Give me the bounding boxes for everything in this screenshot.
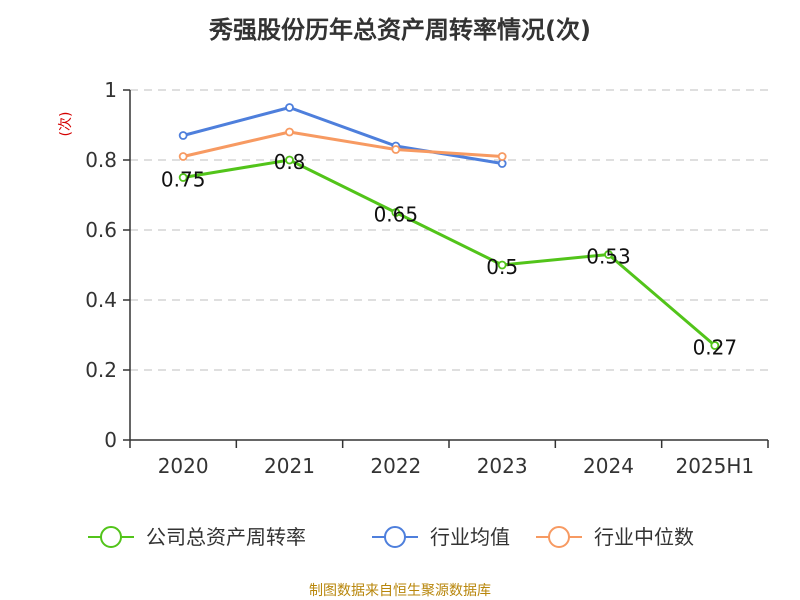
- series-lines: [178, 103, 720, 350]
- legend-item: 行业中位数: [536, 525, 694, 549]
- data-point: [497, 260, 507, 270]
- data-label: 0.27: [693, 336, 738, 360]
- y-axis-label: (次): [58, 112, 74, 137]
- y-tick-label: 1: [104, 78, 117, 102]
- y-tick-label: 0.6: [85, 218, 117, 242]
- series-line-0: [182, 158, 716, 347]
- y-tick-label: 0.4: [85, 288, 117, 312]
- data-point: [285, 155, 294, 165]
- x-tick-label: 2023: [477, 454, 528, 478]
- x-tick-label: 2020: [158, 454, 209, 478]
- data-label: 0.5: [486, 255, 518, 279]
- x-tick-label: 2021: [264, 454, 315, 478]
- data-point: [391, 145, 401, 154]
- data-label: 0.53: [586, 245, 631, 269]
- y-tick-label: 0: [104, 428, 117, 452]
- series-line-2: [182, 130, 503, 158]
- y-tick-label: 0.8: [85, 148, 117, 172]
- data-point: [285, 127, 294, 137]
- legend-label: 公司总资产周转率: [146, 525, 306, 549]
- y-tick-label: 0.2: [85, 358, 117, 382]
- x-tick-label: 2025H1: [675, 454, 754, 478]
- legend-item: 公司总资产周转率: [88, 525, 306, 549]
- data-point: [178, 131, 188, 140]
- data-point: [178, 152, 188, 161]
- data-point: [497, 159, 507, 168]
- axes: 0 0.2 0.4 0.6 0.8 1 2020 2021 2022 2023 2024 2025H1: [85, 78, 769, 478]
- x-tick-label: 2022: [370, 454, 421, 478]
- legend-label: 行业中位数: [594, 525, 694, 549]
- x-tick-label: 2024: [583, 454, 634, 478]
- chart-title: 秀强股份历年总资产周转率情况(次): [208, 16, 591, 44]
- data-point: [604, 250, 613, 259]
- legend-item: 行业均值: [372, 525, 510, 549]
- grid-lines: [130, 89, 768, 371]
- legend-marker: [100, 526, 122, 548]
- data-point: [391, 208, 401, 217]
- data-point: [710, 341, 720, 350]
- data-point: [497, 152, 507, 161]
- data-label: 0.8: [274, 150, 306, 174]
- source-note: 制图数据来自恒生聚源数据库: [309, 583, 491, 599]
- data-label: 0.65: [374, 203, 419, 227]
- legend-marker: [548, 526, 570, 548]
- data-point: [178, 173, 188, 182]
- legend-label: 行业均值: [430, 525, 510, 549]
- data-label: 0.75: [161, 168, 206, 192]
- legend: 公司总资产周转率 行业均值 行业中位数: [88, 525, 694, 549]
- legend-marker: [384, 526, 406, 548]
- series-line-1: [182, 106, 503, 165]
- data-point: [285, 103, 294, 112]
- data-labels: 0.75 0.8 0.65 0.5 0.53 0.27: [161, 150, 737, 360]
